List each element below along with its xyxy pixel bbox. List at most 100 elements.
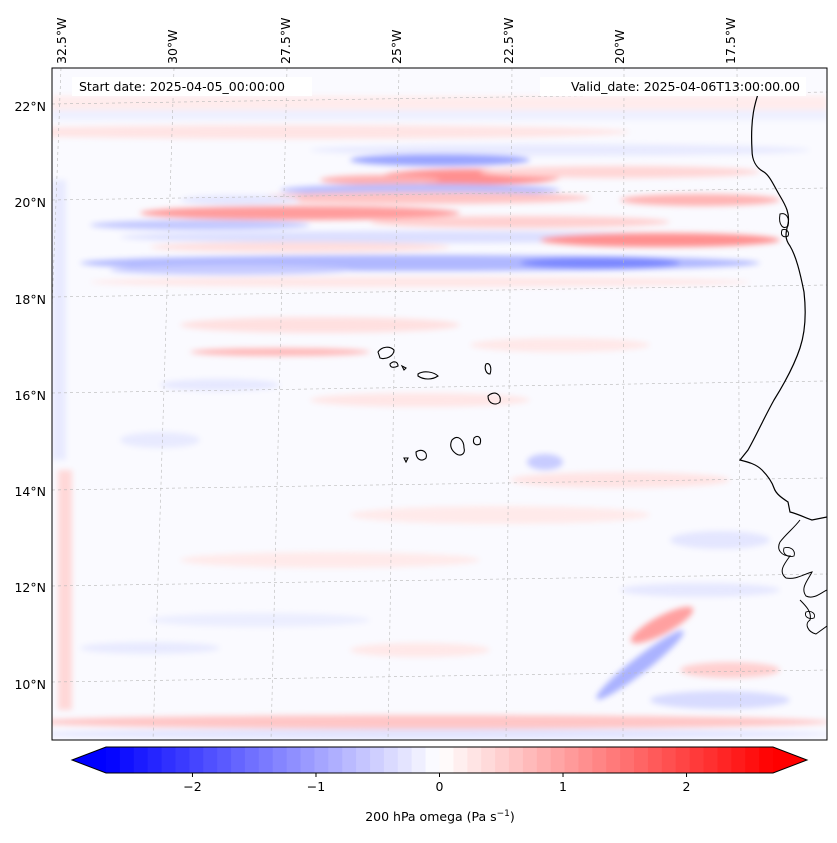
colorbar-cell — [606, 747, 621, 773]
colorbar-cell — [411, 747, 427, 773]
colorbar-outline — [70, 746, 809, 774]
island-boa-vista — [487, 392, 501, 405]
colorbar-extend-low — [72, 747, 106, 773]
colorbar-cell — [467, 747, 482, 773]
omega-band-negative — [110, 265, 350, 275]
colorbar-cell — [175, 747, 190, 773]
colorbar-cell — [745, 747, 760, 773]
colorbar-cell — [272, 747, 288, 773]
colorbar-cell — [370, 747, 385, 773]
colorbar-cell — [425, 747, 441, 773]
colorbar-cell — [300, 747, 316, 773]
colorbar-cell — [119, 747, 135, 773]
omega-band-positive — [90, 277, 750, 287]
colorbar-label: 200 hPa omega (Pa s−1) — [365, 809, 515, 824]
valid-date-label: Valid_date: 2025-04-06T13:00:00.00 — [571, 79, 800, 94]
valid-date-box — [540, 77, 806, 96]
colorbar-tick-label: 2 — [683, 779, 691, 794]
omega-core-negative — [520, 257, 680, 269]
colorbar-cell — [244, 747, 260, 773]
colorbar-cell — [217, 747, 232, 773]
omega-band-positive — [52, 96, 827, 110]
lon-label-20w: 20°W — [612, 29, 627, 64]
colorbar-cell — [231, 747, 246, 773]
colorbar-cell — [564, 747, 580, 773]
omega-patch-positive — [180, 552, 480, 568]
lon-label-17.5w: 17.5°W — [723, 18, 738, 64]
colorbar-tick-label: −1 — [307, 779, 325, 794]
omega-band-positive — [620, 194, 780, 206]
longitude-labels: 32.5°W 30°W 27.5°W 25°W 22.5°W 20°W 17.5… — [54, 18, 738, 64]
colorbar-cell — [481, 747, 496, 773]
omega-band-negative — [310, 144, 810, 156]
omega-patch-positive — [180, 317, 460, 333]
lon-label-30w: 30°W — [165, 29, 180, 64]
island-brava — [403, 457, 409, 464]
lat-label-22n: 22°N — [14, 99, 46, 114]
colorbar-gradient — [106, 747, 774, 773]
graticule — [52, 68, 827, 740]
colorbar-cell — [578, 747, 593, 773]
omega-field — [52, 68, 827, 740]
omega-core-positive — [540, 233, 780, 247]
island-sal — [484, 363, 492, 375]
map-panel: Start date: 2025-04-05_00:00:00 Valid_da… — [51, 67, 828, 741]
meridian-17.5w — [736, 68, 742, 740]
omega-core-negative — [596, 630, 684, 700]
coastal-islets — [779, 213, 789, 238]
colorbar-cell — [133, 747, 149, 773]
colorbar-cell — [647, 747, 663, 773]
colorbar-cell — [661, 747, 677, 773]
colorbar-cell — [717, 747, 732, 773]
colorbar-cell — [258, 747, 274, 773]
omega-patch-negative — [160, 379, 280, 391]
colorbar-cell — [675, 747, 691, 773]
colorbar-cell — [522, 747, 538, 773]
cape-verde-islands — [377, 346, 501, 464]
colorbar-cell — [495, 747, 510, 773]
start-date-box — [72, 77, 312, 96]
latitude-labels: 22°N 20°N 18°N 16°N 14°N 12°N 10°N — [14, 99, 46, 692]
lon-label-25w: 25°W — [389, 29, 404, 64]
meridian-27.5w — [270, 68, 288, 740]
omega-patch-positive — [680, 662, 780, 678]
colorbar-cell — [536, 747, 552, 773]
colorbar-cell — [286, 747, 302, 773]
colorbar-cell — [439, 747, 454, 773]
omega-patch-negative — [527, 454, 563, 470]
omega-band-positive — [250, 192, 590, 204]
lat-label-20n: 20°N — [14, 195, 46, 210]
island-sao-nicolau — [417, 371, 439, 380]
lat-label-14n: 14°N — [14, 484, 46, 499]
omega-band-positive — [480, 166, 760, 178]
omega-patch-negative — [150, 613, 370, 627]
island-santa-luzia — [400, 364, 407, 371]
colorbar-cell — [314, 747, 329, 773]
colorbar-cell — [620, 747, 635, 773]
colorbar-cell — [731, 747, 746, 773]
omega-band-positive — [52, 125, 630, 139]
omega-patch-positive — [350, 506, 650, 524]
meridian-22.5w — [505, 68, 513, 740]
lat-label-12n: 12°N — [14, 580, 46, 595]
colorbar-cell — [161, 747, 177, 773]
omega-band-positive — [370, 216, 670, 228]
africa-coastline — [738, 87, 827, 521]
colorbar-cell — [147, 747, 163, 773]
colorbar-cell — [328, 747, 343, 773]
omega-core-positive — [630, 606, 694, 644]
omega-core-positive — [320, 175, 440, 185]
colorbar-label-exponent: −1 — [497, 809, 510, 819]
guinea-bissau-coast — [778, 519, 827, 635]
omega-patch-negative — [80, 642, 220, 654]
island-santiago — [450, 437, 465, 456]
island-sao-vicente — [389, 361, 399, 368]
lat-label-18n: 18°N — [14, 292, 46, 307]
colorbar-label-close: ) — [510, 809, 515, 824]
lon-label-32.5w: 32.5°W — [54, 18, 69, 64]
colorbar-cell — [342, 747, 357, 773]
omega-band-positive — [150, 242, 450, 252]
omega-patch-negative — [620, 583, 780, 597]
omega-band-negative — [52, 110, 827, 120]
